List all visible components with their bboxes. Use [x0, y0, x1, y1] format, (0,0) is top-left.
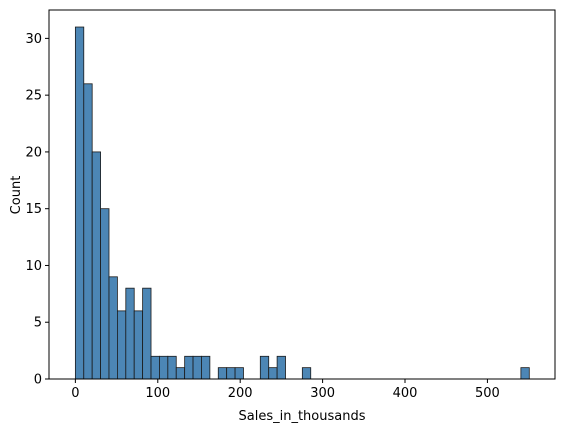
x-tick-label: 200 — [228, 386, 253, 401]
y-tick-label: 0 — [34, 373, 42, 388]
histogram-bar — [167, 355, 177, 380]
histogram-bar — [234, 367, 244, 380]
histogram-bar — [125, 287, 135, 380]
histogram-bar — [83, 83, 93, 380]
bars — [74, 26, 530, 380]
y-tick-label: 25 — [25, 89, 42, 104]
y-tick-label: 10 — [25, 259, 42, 274]
histogram-bar — [100, 208, 110, 380]
plot-frame — [48, 9, 556, 380]
histogram-bar — [226, 367, 236, 380]
histogram-bar — [117, 310, 127, 380]
histogram-bar — [268, 367, 278, 380]
x-axis-ticks: 0 100 200 300 400 500 — [71, 379, 500, 401]
y-axis-ticks: 0 5 10 15 20 25 30 — [25, 32, 49, 388]
x-axis-label: Sales_in_thousands — [239, 409, 366, 424]
x-tick-label: 500 — [475, 386, 500, 401]
y-tick-label: 15 — [25, 202, 42, 217]
histogram-bar — [192, 355, 202, 380]
histogram-bar — [217, 367, 228, 380]
histogram-bar — [259, 355, 270, 380]
histogram-bar — [201, 355, 211, 380]
histogram-bar — [184, 355, 194, 380]
x-tick-label: 300 — [310, 386, 335, 401]
x-tick-label: 400 — [393, 386, 418, 401]
histogram-bar — [150, 355, 160, 380]
histogram-bar — [74, 26, 85, 380]
x-tick-label: 100 — [145, 386, 170, 401]
x-tick-label: 0 — [71, 386, 79, 401]
y-axis-label: Count — [9, 176, 24, 215]
y-tick-label: 30 — [25, 32, 42, 47]
histogram-bar — [520, 367, 530, 380]
histogram-bar — [133, 310, 144, 380]
histogram-bar — [91, 151, 101, 380]
histogram-bar — [175, 367, 186, 380]
y-tick-label: 5 — [34, 316, 42, 331]
histogram-bar — [142, 287, 152, 380]
histogram-bar — [159, 355, 169, 380]
histogram-bar — [301, 367, 312, 380]
histogram-bar — [276, 355, 286, 380]
histogram-bar — [108, 276, 118, 380]
y-tick-label: 20 — [25, 145, 42, 160]
